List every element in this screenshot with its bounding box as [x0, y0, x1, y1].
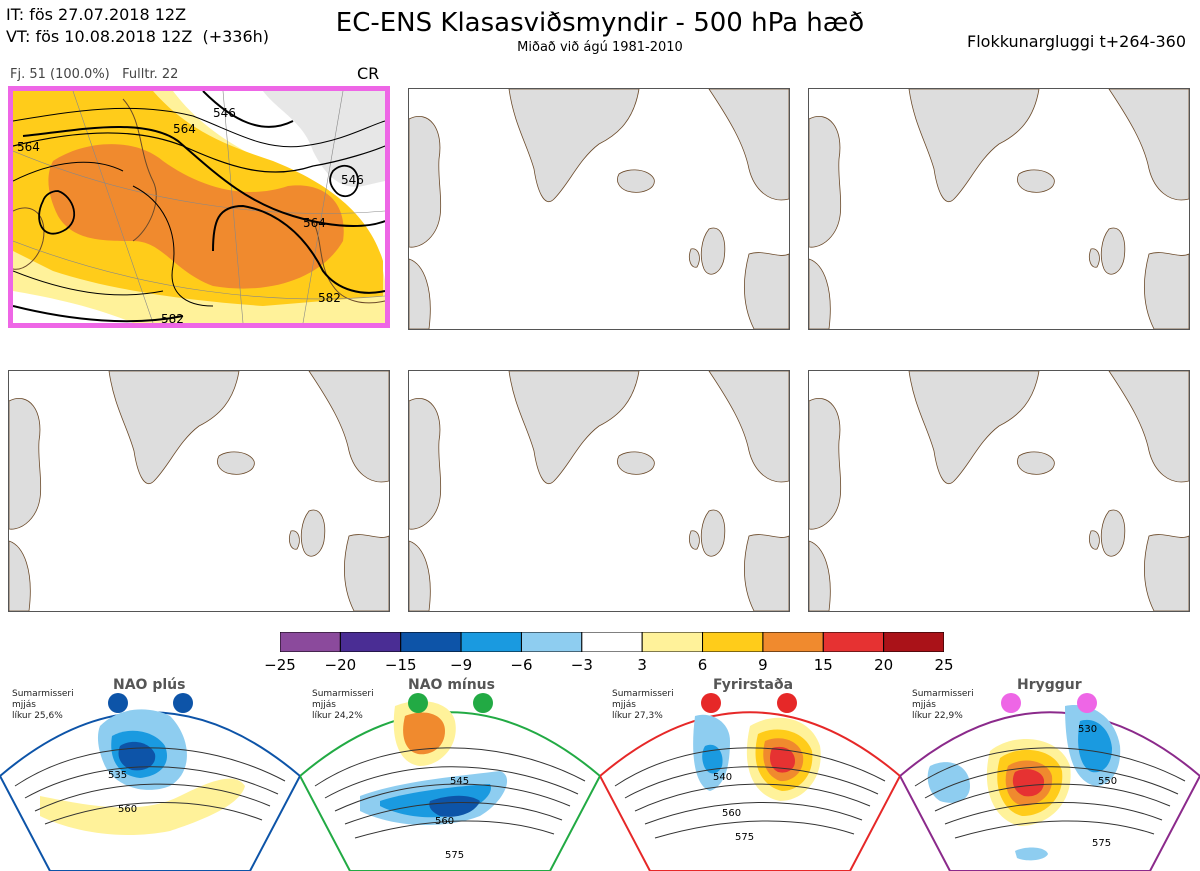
- colorbar-tick-label: 15: [813, 656, 833, 674]
- classification-window: Flokkunargluggi t+264-360: [967, 32, 1186, 51]
- cluster-anomaly-map: 546 564 564 564 546 582 582: [13, 91, 385, 323]
- regime-title: NAO mínus: [408, 677, 495, 693]
- contour-label: 546: [213, 106, 236, 120]
- contour-label: 560: [435, 816, 454, 827]
- colorbar-tick-label: −3: [570, 656, 593, 674]
- contour-label: 546: [341, 173, 364, 187]
- regime-panel-nao-minus[interactable]: 545 560 575 NAO mínus Sumarmisseri mjjás…: [300, 676, 600, 871]
- contour-label: 560: [722, 808, 741, 819]
- regime-map: 535 560: [0, 693, 300, 871]
- colorbar-tick-label: −9: [450, 656, 473, 674]
- regime-code: CR: [357, 64, 380, 83]
- base-map: [809, 89, 1189, 329]
- contour-label: 550: [1098, 776, 1117, 787]
- regime-description: Sumarmisseri mjjás líkur 27,3%: [612, 689, 674, 721]
- colorbar-swatch: [762, 631, 824, 653]
- colorbar-swatch: [822, 631, 885, 653]
- colorbar-swatch: [883, 631, 945, 653]
- colorbar-tick-label: −6: [510, 656, 533, 674]
- colorbar-swatch: [339, 631, 402, 653]
- regime-panel-blocking[interactable]: 540 560 575 Fyrirstaða Sumarmisseri mjjá…: [600, 676, 900, 871]
- valid-time: VT: fös 10.08.2018 12Z (+336h): [6, 27, 270, 46]
- cluster-representative: Fulltr. 22: [122, 67, 179, 82]
- regime-description: Sumarmisseri mjjás líkur 25,6%: [12, 689, 74, 721]
- regime-map: 545 560 575: [300, 693, 600, 871]
- colorbar-tick-label: 25: [934, 656, 954, 674]
- contour-label: 575: [1092, 838, 1111, 849]
- colorbar-tick-label: 20: [874, 656, 894, 674]
- contour-label: 575: [445, 850, 464, 861]
- regime-description: Sumarmisseri mjjás líkur 24,2%: [312, 689, 374, 721]
- regime-panel-nao-plus[interactable]: 535 560 NAO plús Sumarmisseri mjjás líku…: [0, 676, 300, 871]
- init-time: IT: fös 27.07.2018 12Z: [6, 5, 187, 24]
- contour-label: 560: [118, 804, 137, 815]
- contour-label: 575: [735, 832, 754, 843]
- empty-map-panel[interactable]: [408, 370, 790, 612]
- regime-title: Fyrirstaða: [713, 677, 794, 693]
- contour-label: 564: [303, 216, 326, 230]
- colorbar-tick-label: −25: [264, 656, 296, 674]
- base-map: [809, 371, 1189, 611]
- cluster-info: Fj. 51 (100.0%) Fulltr. 22: [10, 67, 178, 82]
- contour-label: 564: [17, 140, 40, 154]
- regime-map: 530 550 575: [900, 693, 1200, 871]
- colorbar-swatch: [460, 631, 522, 653]
- colorbar-tick-label: −15: [384, 656, 417, 674]
- page-title: EC-ENS Klasasviðsmyndir - 500 hPa hæð: [335, 8, 865, 38]
- colorbar-tick-label: −20: [324, 656, 357, 674]
- regime-map: 540 560 575: [600, 693, 900, 871]
- colorbar-swatches: [279, 631, 945, 653]
- colorbar-swatch: [702, 631, 764, 653]
- regime-panel-ridge[interactable]: 530 550 575 Hryggur Sumarmisseri mjjás l…: [900, 676, 1200, 871]
- page-subtitle: Miðað við ágú 1981-2010: [517, 40, 683, 55]
- colorbar-swatch: [641, 631, 704, 653]
- contour-label: 582: [318, 291, 341, 305]
- base-map: [409, 371, 789, 611]
- contour-label: 530: [1078, 724, 1097, 735]
- colorbar: [279, 631, 945, 656]
- regime-title: NAO plús: [113, 677, 186, 693]
- colorbar-tick-label: 3: [637, 656, 647, 674]
- contour-label: 564: [173, 122, 196, 136]
- colorbar-tick-label: 9: [758, 656, 768, 674]
- regime-description: Sumarmisseri mjjás líkur 22,9%: [912, 689, 974, 721]
- contour-label: 540: [713, 772, 732, 783]
- empty-map-panel[interactable]: [808, 88, 1190, 330]
- colorbar-swatch: [581, 631, 643, 653]
- colorbar-tick-label: 6: [697, 656, 708, 674]
- contour-label: 535: [108, 770, 127, 781]
- empty-map-panel[interactable]: [808, 370, 1190, 612]
- base-map: [409, 89, 789, 329]
- empty-map-panel[interactable]: [408, 88, 790, 330]
- colorbar-swatch: [400, 631, 462, 653]
- empty-map-panel[interactable]: [8, 370, 390, 612]
- base-map: [9, 371, 389, 611]
- cluster-map-panel[interactable]: 546 564 564 564 546 582 582: [8, 86, 390, 328]
- regime-title: Hryggur: [1017, 677, 1082, 693]
- contour-label: 545: [450, 776, 469, 787]
- colorbar-swatch: [279, 631, 341, 653]
- cluster-size: Fj. 51 (100.0%): [10, 67, 110, 82]
- colorbar-swatch: [520, 631, 583, 653]
- contour-label: 582: [161, 312, 184, 323]
